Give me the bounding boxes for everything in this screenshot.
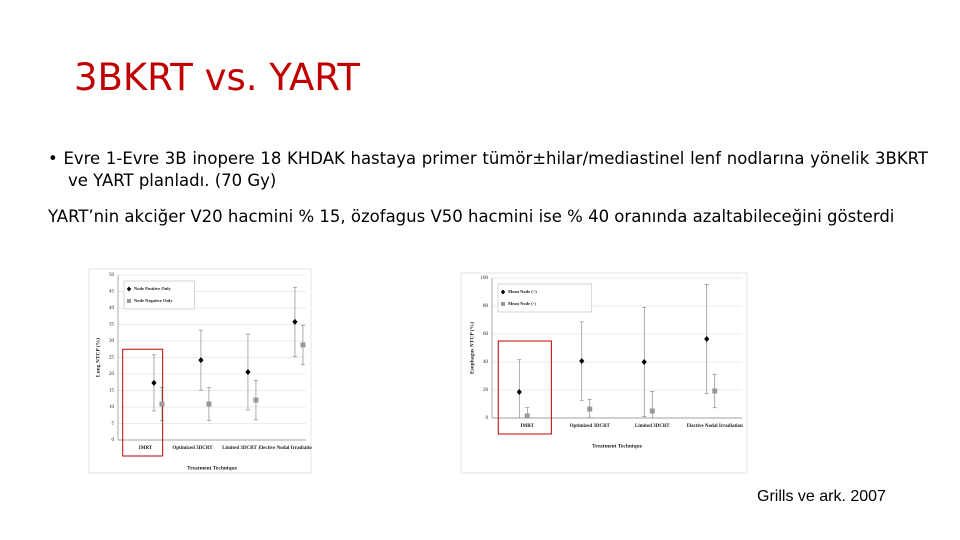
marker <box>198 357 204 364</box>
x-tick-label: Optimized 3DCRT <box>172 446 213 451</box>
slide-title: 3BKRT vs. YART <box>74 56 360 99</box>
y-tick-label: 40 <box>109 306 115 311</box>
legend-label: Node Positive Only <box>134 286 171 291</box>
x-tick-label: Elective Nodal Irradiation <box>258 446 312 451</box>
legend-label: Mean Node (-) <box>508 301 536 306</box>
plot-area <box>151 286 306 421</box>
y-tick-label: 25 <box>109 356 115 361</box>
y-tick-label: 10 <box>109 405 115 410</box>
y-tick-label: 40 <box>483 360 489 365</box>
legend-marker <box>500 289 506 295</box>
legend-marker <box>501 302 505 306</box>
marker <box>253 397 259 403</box>
legend-box <box>497 283 593 313</box>
y-tick-label: 80 <box>483 304 489 309</box>
citation: Grills ve ark. 2007 <box>757 488 886 505</box>
marker <box>587 406 593 412</box>
x-tick-label: Elective Nodal Irradiation <box>687 424 743 429</box>
plot-area <box>516 284 718 418</box>
bullet: • Evre 1-Evre 3B inopere 18 KHDAK hastay… <box>48 149 928 190</box>
marker <box>159 401 165 407</box>
x-tick-label: IMRT <box>521 424 535 429</box>
x-tick-label: Optimized 3DCRT <box>570 424 611 429</box>
marker <box>245 369 251 376</box>
x-tick-label: Limited 3DCRT <box>222 446 257 451</box>
y-tick-label: 5 <box>112 422 115 427</box>
marker <box>712 388 718 394</box>
marker <box>292 318 298 325</box>
y-tick-label: 100 <box>481 276 489 281</box>
marker <box>641 359 647 365</box>
x-tick-label: IMRT <box>139 446 153 451</box>
bullet-text: Evre 1-Evre 3B inopere 18 KHDAK hastaya … <box>63 149 928 190</box>
marker <box>516 388 522 395</box>
marker <box>524 413 530 418</box>
x-tick-label: Limited 3DCRT <box>635 424 670 429</box>
marker <box>649 408 655 414</box>
y-axis-label: Lung NTCP (%) <box>94 338 101 377</box>
legend-label: Mean Node (+) <box>508 289 537 294</box>
y-tick-label: 30 <box>109 339 115 344</box>
y-tick-label: 0 <box>112 438 115 443</box>
x-axis-label: Treatment Technique <box>592 443 643 449</box>
legend-marker <box>127 299 131 303</box>
y-tick-label: 20 <box>483 388 489 393</box>
legend-label: Node Negative Only <box>134 298 173 303</box>
y-tick-label: 35 <box>109 323 115 328</box>
y-tick-label: 20 <box>109 372 115 377</box>
y-tick-label: 45 <box>109 290 115 295</box>
marker <box>300 342 306 348</box>
marker <box>704 336 710 343</box>
y-tick-label: 0 <box>486 416 489 421</box>
highlight-box <box>497 340 552 435</box>
y-tick-label: 50 <box>109 273 115 278</box>
chart-frame <box>88 268 312 474</box>
legend-box <box>123 280 195 310</box>
marker <box>206 401 212 407</box>
lung-chart: 0 5 10 15 20 25 30 35 40 45 50 IMRT Optimized 3DCRT L… <box>88 268 312 474</box>
y-axis-label: Esophagus NTCP (%) <box>468 322 475 374</box>
y-tick-label: 60 <box>483 332 489 337</box>
chart-frame <box>460 272 748 474</box>
x-axis-label: Treatment Technique <box>187 465 238 471</box>
marker <box>151 379 157 386</box>
marker <box>579 358 585 365</box>
y-tick-label: 15 <box>109 389 115 394</box>
esophagus-chart: 0 20 40 60 80 100 IMRT Optimized 3DCRT Limited 3… <box>460 272 748 474</box>
note: YART’nin akciğer V20 hacmini % 15, özofa… <box>48 207 895 226</box>
